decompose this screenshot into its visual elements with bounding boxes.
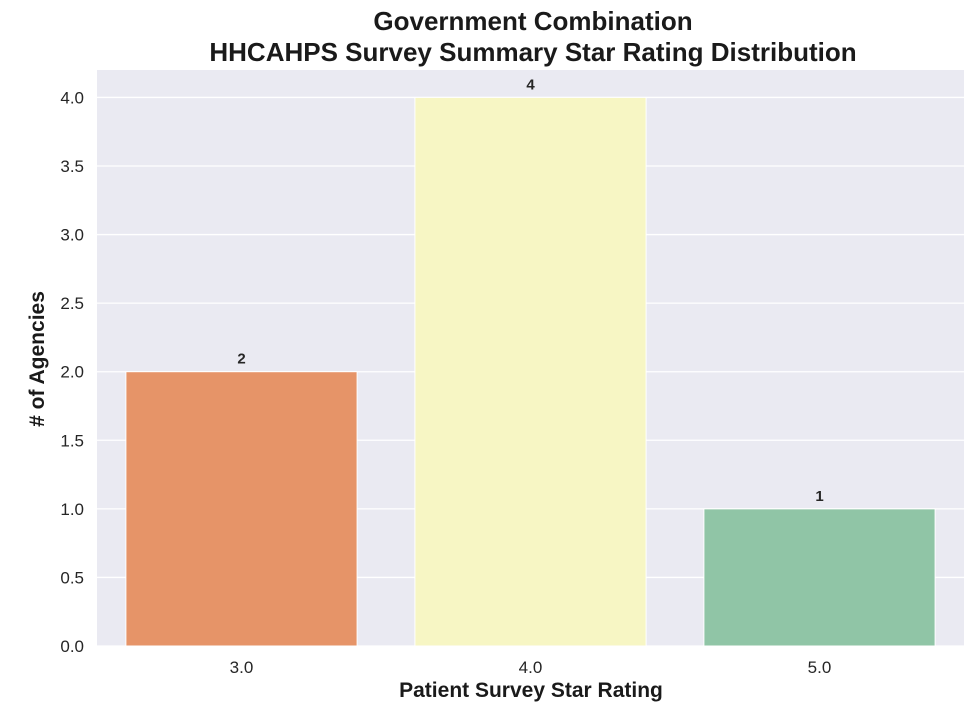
y-tick-label: 3.0 (60, 226, 84, 245)
chart-title-line-1: Government Combination (373, 6, 692, 36)
bar-value-label: 4 (526, 76, 535, 93)
y-tick-label: 1.0 (60, 500, 84, 519)
y-axis-ticks: 0.0 0.5 1.0 1.5 2.0 2.5 3.0 3.5 4.0 (60, 88, 84, 656)
x-axis-ticks: 3.0 4.0 5.0 (230, 658, 832, 677)
x-tick-label: 3.0 (230, 658, 254, 677)
y-tick-label: 3.5 (60, 157, 84, 176)
x-tick-label: 5.0 (808, 658, 832, 677)
y-tick-label: 4.0 (60, 88, 84, 107)
y-axis-label: # of Agencies (26, 291, 49, 427)
x-tick-label: 4.0 (519, 658, 543, 677)
y-tick-label: 2.0 (60, 363, 84, 382)
y-tick-label: 0.0 (60, 637, 84, 656)
bar-5-0 (704, 509, 935, 646)
bar-4-0 (415, 97, 646, 646)
y-tick-label: 0.5 (60, 568, 84, 587)
bar-value-label: 1 (815, 488, 823, 505)
y-tick-label: 1.5 (60, 431, 84, 450)
chart-title-line-2: HHCAHPS Survey Summary Star Rating Distr… (209, 37, 856, 67)
x-axis-label: Patient Survey Star Rating (399, 679, 663, 702)
y-tick-label: 2.5 (60, 294, 84, 313)
bar-3-0 (126, 372, 357, 646)
bar-value-label: 2 (237, 351, 245, 368)
